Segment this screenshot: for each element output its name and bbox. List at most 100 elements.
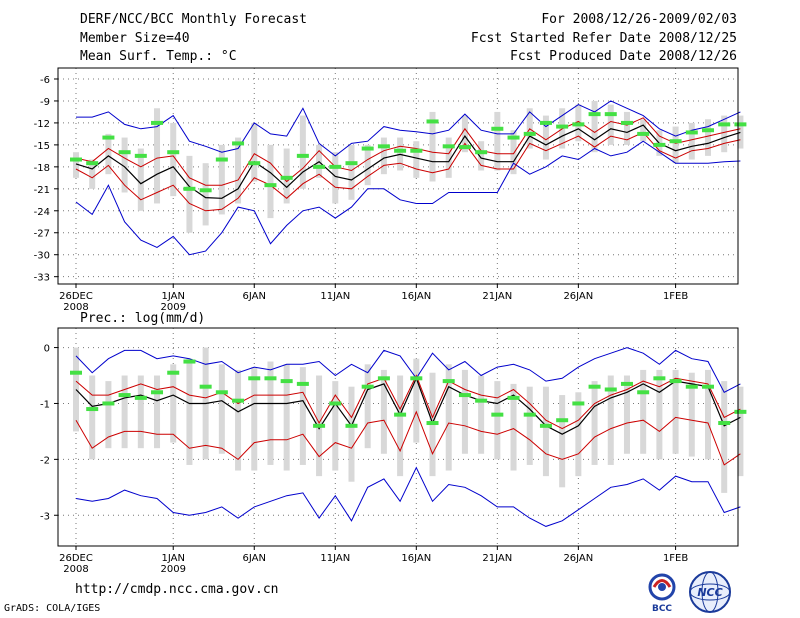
ensemble-box <box>105 133 112 175</box>
marker <box>556 124 569 129</box>
ensemble-box <box>542 115 549 160</box>
ensemble-box <box>105 381 112 449</box>
ensemble-box <box>737 386 744 477</box>
ncc-logo-text: NCC <box>697 586 722 599</box>
ensemble-box <box>591 100 598 153</box>
produced-date: Fcst Produced Date 2008/12/26 <box>510 49 737 64</box>
series-line-lower <box>75 410 741 466</box>
ensemble-box <box>283 364 290 471</box>
member-size: Member Size=40 <box>80 31 190 46</box>
forecast-period: For 2008/12/26-2009/02/03 <box>541 12 737 27</box>
marker <box>507 395 520 400</box>
marker <box>426 421 439 426</box>
marker <box>588 384 601 389</box>
marker <box>345 423 358 428</box>
marker <box>248 376 261 381</box>
x-tick-label: 16JAN <box>401 291 431 302</box>
marker <box>620 120 633 125</box>
marker <box>604 387 617 392</box>
ensemble-box <box>186 155 193 233</box>
ensemble-box <box>89 159 96 189</box>
marker <box>199 384 212 389</box>
grads-credit: GrADS: COLA/IGES <box>4 603 101 614</box>
ensemble-box <box>73 152 79 178</box>
marker <box>637 390 650 395</box>
marker <box>151 390 164 395</box>
ensemble-box <box>494 111 501 171</box>
marker <box>329 164 342 169</box>
x-tick-label: 16JAN <box>401 553 431 564</box>
marker <box>183 359 196 364</box>
marker <box>329 401 342 406</box>
ensemble-box <box>705 369 711 460</box>
ensemble-box <box>413 358 420 443</box>
marker <box>491 412 504 417</box>
ensemble-box <box>445 364 452 471</box>
series-line-min <box>75 140 741 256</box>
prec-panel-label: Prec.: log(mm/d) <box>80 311 205 326</box>
x-tick-label: 1FEB <box>663 291 688 302</box>
marker <box>313 164 326 169</box>
marker <box>572 401 585 406</box>
marker <box>86 161 99 166</box>
ensemble-box <box>348 386 355 482</box>
ensemble-box <box>623 375 630 454</box>
ensemble-box <box>510 130 517 175</box>
ensemble-box <box>397 375 404 477</box>
ensemble-box <box>478 141 485 171</box>
x-tick-label: 1JAN <box>161 553 184 564</box>
ensemble-box <box>413 141 420 178</box>
marker <box>232 141 245 146</box>
marker <box>167 150 180 155</box>
x-tick-label: 26JAN <box>563 291 593 302</box>
ensemble-box <box>267 361 274 465</box>
marker <box>734 122 747 127</box>
marker <box>637 131 650 136</box>
x-tick-label: 6JAN <box>243 553 266 564</box>
marker <box>539 423 552 428</box>
source-url[interactable]: http://cmdp.ncc.cma.gov.cn <box>75 582 279 597</box>
ensemble-box <box>170 364 177 443</box>
series-line-mean <box>75 124 741 199</box>
marker <box>572 122 585 127</box>
y-tick-label: -9 <box>40 97 50 108</box>
series-line-max <box>76 100 741 157</box>
marker <box>280 379 293 384</box>
ensemble-box <box>526 386 533 465</box>
ensemble-box <box>202 163 209 226</box>
marker <box>248 161 261 166</box>
ensemble-box <box>510 383 517 471</box>
marker <box>588 112 601 117</box>
y-tick-label: -18 <box>34 163 50 174</box>
marker <box>361 146 374 151</box>
marker <box>232 398 245 403</box>
y-tick-label: 0 <box>44 344 50 355</box>
marker <box>653 376 666 381</box>
ensemble-box <box>251 367 258 471</box>
y-tick-label: -6 <box>40 75 50 86</box>
ensemble-box <box>575 392 582 477</box>
series-line-mean <box>75 376 741 435</box>
series-line-lower <box>75 131 741 212</box>
marker <box>86 407 99 412</box>
x-tick-label: 6JAN <box>243 291 266 302</box>
y-tick-label: -2 <box>40 455 50 466</box>
ensemble-box <box>170 122 177 197</box>
bcc-logo: BCC <box>640 570 684 614</box>
marker <box>296 381 309 386</box>
ensemble-box <box>640 369 647 454</box>
marker <box>523 412 536 417</box>
ensemble-box <box>121 137 128 193</box>
y-tick-label: -12 <box>34 119 50 130</box>
ncc-logo: NCC <box>688 570 732 614</box>
x-tick-label: 26DEC <box>59 553 93 564</box>
y-tick-label: -33 <box>34 273 50 284</box>
marker <box>151 120 164 125</box>
marker <box>458 145 471 150</box>
bcc-logo-text: BCC <box>652 604 672 614</box>
ensemble-box <box>218 364 225 454</box>
ensemble-box <box>251 122 258 182</box>
y-tick-label: -27 <box>34 229 50 240</box>
marker <box>313 423 326 428</box>
